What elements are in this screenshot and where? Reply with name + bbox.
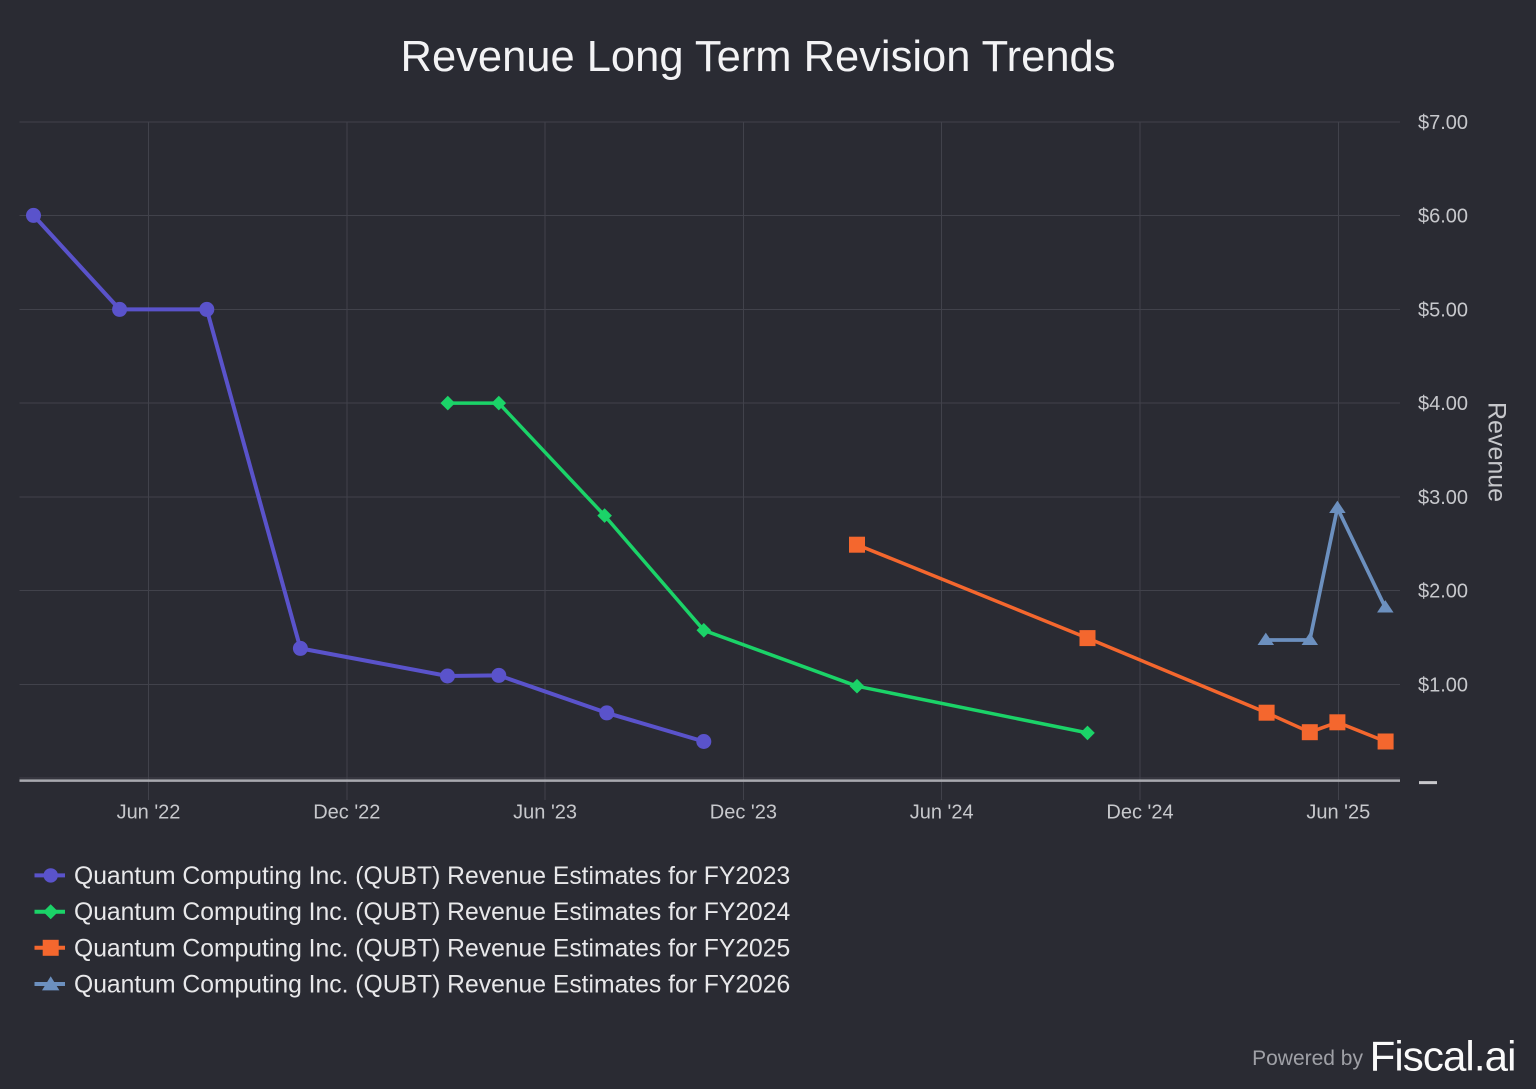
svg-text:Quantum Computing Inc. (QUBT): Quantum Computing Inc. (QUBT) Revenue Es… [74,899,790,926]
svg-text:$3.00: $3.00 [1418,487,1468,509]
svg-text:Powered by: Powered by [1252,1047,1363,1070]
svg-text:$7.00: $7.00 [1418,112,1468,134]
svg-text:Jun '22: Jun '22 [117,802,181,824]
svg-text:$4.00: $4.00 [1418,393,1468,415]
svg-text:Revenue Long Term Revision Tre: Revenue Long Term Revision Trends [401,33,1116,81]
svg-text:Jun '24: Jun '24 [910,802,974,824]
svg-text:Quantum Computing Inc. (QUBT): Quantum Computing Inc. (QUBT) Revenue Es… [74,863,790,890]
svg-text:Dec '24: Dec '24 [1106,802,1173,824]
svg-text:Quantum Computing Inc. (QUBT): Quantum Computing Inc. (QUBT) Revenue Es… [74,935,790,962]
svg-text:Dec '22: Dec '22 [313,802,380,824]
svg-text:Jun '23: Jun '23 [513,802,577,824]
svg-text:Revenue: Revenue [1483,402,1511,502]
svg-text:$1.00: $1.00 [1418,674,1468,696]
svg-text:Fiscal.ai: Fiscal.ai [1370,1033,1516,1080]
svg-text:Jun '25: Jun '25 [1306,802,1370,824]
svg-text:Quantum Computing Inc. (QUBT): Quantum Computing Inc. (QUBT) Revenue Es… [74,972,790,999]
svg-text:$5.00: $5.00 [1418,299,1468,321]
svg-text:$2.00: $2.00 [1418,581,1468,603]
svg-text:Dec '23: Dec '23 [710,802,777,824]
svg-text:$6.00: $6.00 [1418,206,1468,228]
